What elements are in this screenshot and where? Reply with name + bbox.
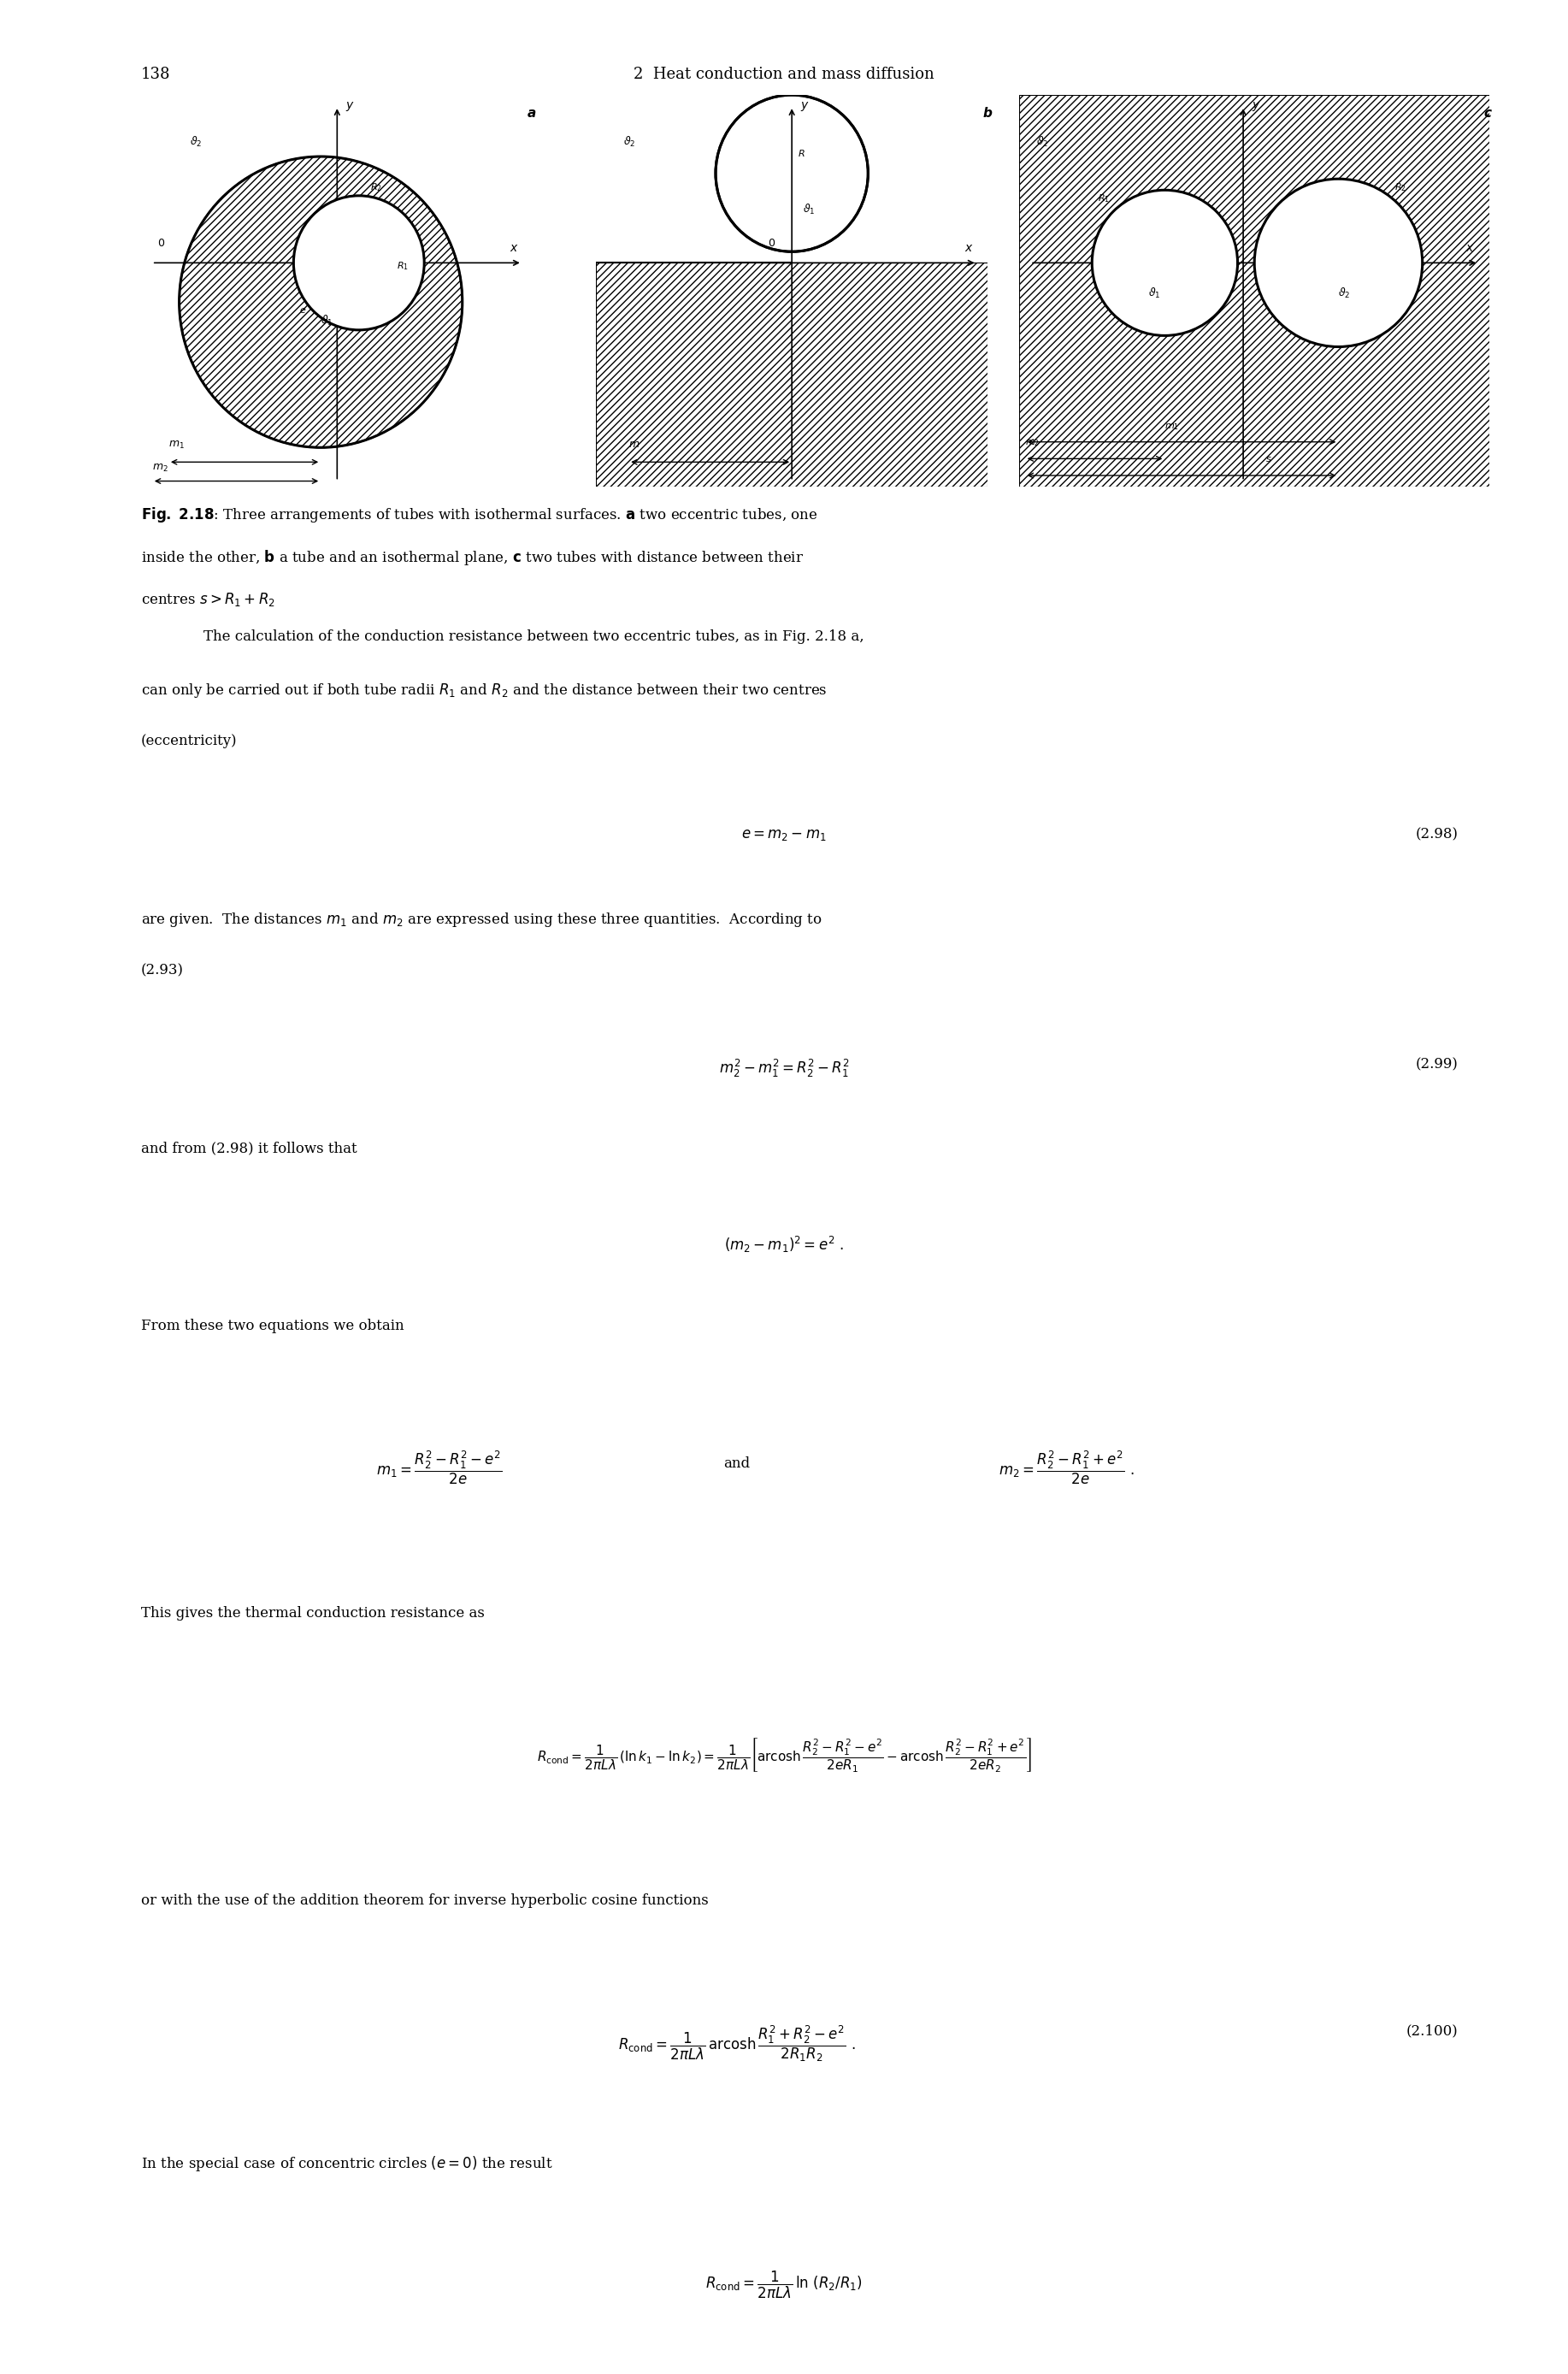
Text: $\vartheta_1$: $\vartheta_1$: [321, 313, 332, 328]
Text: and: and: [724, 1455, 750, 1472]
Text: 2  Heat conduction and mass diffusion: 2 Heat conduction and mass diffusion: [633, 66, 935, 81]
Text: y: y: [347, 100, 353, 112]
Text: $\vartheta_2$: $\vartheta_2$: [1339, 287, 1350, 299]
Text: $(m_2 - m_1)^2 = e^2\ .$: $(m_2 - m_1)^2 = e^2\ .$: [724, 1234, 844, 1256]
Text: In the special case of concentric circles $(e = 0)$ the result: In the special case of concentric circle…: [141, 2153, 554, 2172]
Text: $R$: $R$: [797, 147, 804, 159]
Text: $e$: $e$: [299, 306, 306, 316]
Text: x: x: [1466, 242, 1472, 254]
Text: (eccentricity): (eccentricity): [141, 734, 237, 748]
Text: and from (2.98) it follows that: and from (2.98) it follows that: [141, 1142, 358, 1156]
Circle shape: [293, 195, 425, 330]
Text: centres $s > R_1 + R_2$: centres $s > R_1 + R_2$: [141, 591, 276, 608]
Text: x: x: [964, 242, 972, 254]
Text: $R_{\mathrm{cond}} = \dfrac{1}{2\pi L\lambda}\,(\ln k_1 - \ln k_2) = \dfrac{1}{2: $R_{\mathrm{cond}} = \dfrac{1}{2\pi L\la…: [536, 1735, 1032, 1773]
Text: $\vartheta_1$: $\vartheta_1$: [803, 202, 815, 216]
Text: y: y: [801, 100, 808, 112]
Circle shape: [1254, 178, 1422, 347]
Bar: [596, 264, 988, 487]
Text: This gives the thermal conduction resistance as: This gives the thermal conduction resist…: [141, 1605, 485, 1621]
Text: 0: 0: [1215, 237, 1221, 249]
Text: (2.98): (2.98): [1416, 829, 1458, 843]
Text: $m_1$: $m_1$: [168, 439, 185, 451]
Text: $R_2$: $R_2$: [370, 180, 381, 192]
Text: From these two equations we obtain: From these two equations we obtain: [141, 1318, 405, 1334]
Text: $m_2$: $m_2$: [152, 463, 168, 472]
Text: $m_1 = \dfrac{R_2^2 - R_1^2 - e^2}{2e}$: $m_1 = \dfrac{R_2^2 - R_1^2 - e^2}{2e}$: [376, 1448, 502, 1486]
Text: (2.99): (2.99): [1416, 1056, 1458, 1073]
Text: $\vartheta_2$: $\vartheta_2$: [622, 135, 635, 150]
Text: are given.  The distances $m_1$ and $m_2$ are expressed using these three quanti: are given. The distances $m_1$ and $m_2$…: [141, 912, 822, 928]
Circle shape: [1091, 190, 1237, 335]
Text: $\vartheta_2$: $\vartheta_2$: [190, 135, 202, 150]
Text: $m_1$: $m_1$: [1165, 423, 1179, 432]
Text: $m_2$: $m_2$: [1025, 439, 1040, 449]
Text: inside the other, $\mathbf{b}$ a tube and an isothermal plane, $\mathbf{c}$ two : inside the other, $\mathbf{b}$ a tube an…: [141, 548, 804, 567]
Text: $\mathbf{Fig.\ 2.18}$: Three arrangements of tubes with isothermal surfaces. $\m: $\mathbf{Fig.\ 2.18}$: Three arrangement…: [141, 506, 817, 525]
Text: $m$: $m$: [629, 439, 640, 451]
Text: $\vartheta_1$: $\vartheta_1$: [1148, 287, 1160, 299]
Text: $R_1$: $R_1$: [1098, 192, 1110, 204]
Text: (2.93): (2.93): [141, 964, 183, 978]
Text: 0: 0: [157, 237, 165, 249]
Text: (2.100): (2.100): [1406, 2023, 1458, 2039]
Text: or with the use of the addition theorem for inverse hyperbolic cosine functions: or with the use of the addition theorem …: [141, 1892, 709, 1909]
Text: $\vartheta_2$: $\vartheta_2$: [1036, 135, 1049, 150]
Text: a: a: [528, 107, 536, 121]
Text: b: b: [983, 107, 991, 121]
Text: $R_2$: $R_2$: [1394, 180, 1406, 192]
Text: c: c: [1483, 107, 1491, 121]
Text: The calculation of the conduction resistance between two eccentric tubes, as in : The calculation of the conduction resist…: [204, 629, 864, 643]
Text: $e = m_2 - m_1$: $e = m_2 - m_1$: [742, 829, 826, 843]
Text: $R_1$: $R_1$: [397, 259, 409, 271]
Text: $R_{\mathrm{cond}} = \dfrac{1}{2\pi L\lambda}\,\ln\,(R_2/R_1)$: $R_{\mathrm{cond}} = \dfrac{1}{2\pi L\la…: [706, 2270, 862, 2300]
Circle shape: [715, 95, 869, 252]
Text: $R_{\mathrm{cond}} = \dfrac{1}{2\pi L\lambda}\,\mathrm{arcosh}\,\dfrac{R_1^2 + R: $R_{\mathrm{cond}} = \dfrac{1}{2\pi L\la…: [618, 2023, 856, 2063]
Text: 0: 0: [768, 237, 775, 249]
Text: can only be carried out if both tube radii $R_1$ and $R_2$ and the distance betw: can only be carried out if both tube rad…: [141, 681, 828, 700]
Text: $m_2^2 - m_1^2 = R_2^2 - R_1^2$: $m_2^2 - m_1^2 = R_2^2 - R_1^2$: [718, 1056, 850, 1078]
Text: $s$: $s$: [1265, 456, 1272, 463]
Text: x: x: [510, 242, 517, 254]
Text: 138: 138: [141, 66, 171, 81]
Text: $m_2 = \dfrac{R_2^2 - R_1^2 + e^2}{2e}\ .$: $m_2 = \dfrac{R_2^2 - R_1^2 + e^2}{2e}\ …: [999, 1448, 1134, 1486]
Text: y: y: [1253, 100, 1259, 112]
